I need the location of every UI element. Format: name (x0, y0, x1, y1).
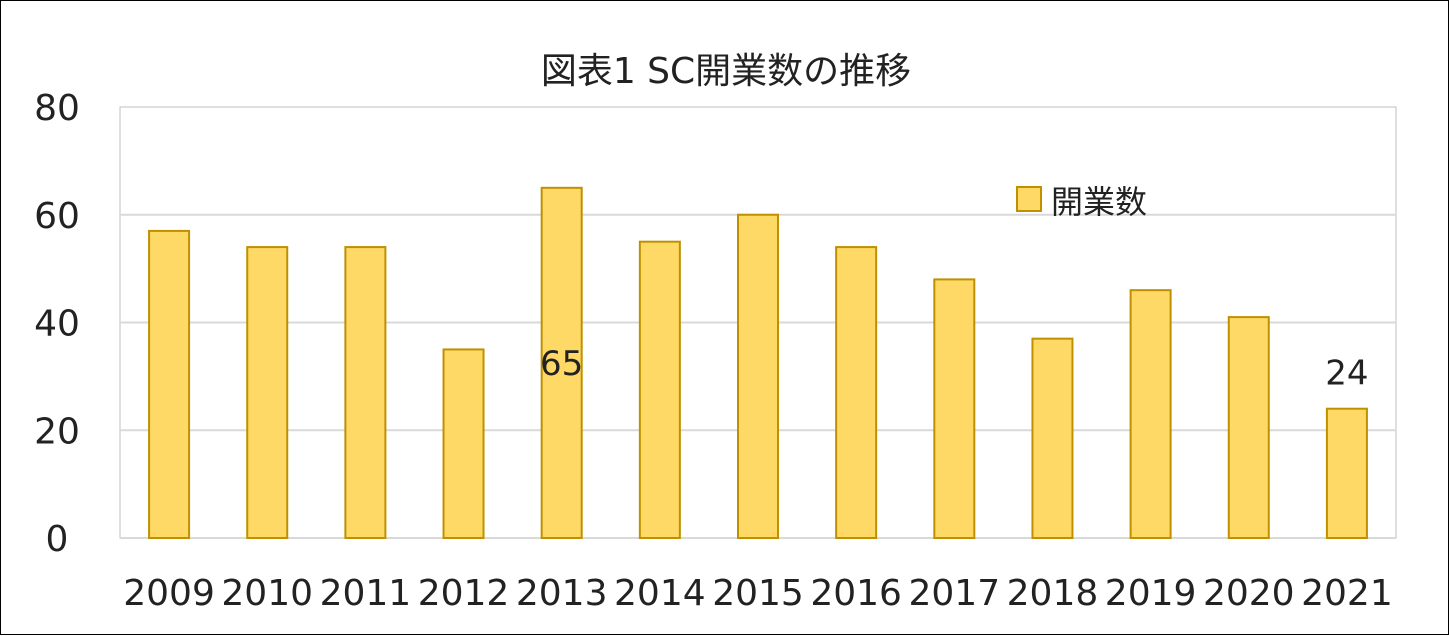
x-tick-label: 2016 (810, 573, 902, 614)
bar-2013 (540, 186, 583, 539)
data-label-2021: 24 (1325, 354, 1368, 394)
x-axis-labels: 2009 2010 2011 2012 2013 2014 2015 2016 2017 2018… (123, 573, 1392, 614)
bar-2012 (442, 348, 485, 539)
x-tick-label: 2014 (614, 573, 706, 614)
y-tick-label: 20 (34, 411, 80, 452)
bar-2021 (1325, 407, 1368, 540)
legend-label: 開業数 (1051, 183, 1147, 221)
bar-2019 (1129, 289, 1172, 539)
x-tick-label: 2015 (712, 573, 804, 614)
chart-title: 図表1 SC開業数の推移 (541, 51, 911, 92)
legend-swatch (1016, 186, 1042, 212)
data-labels: 65 24 (540, 344, 1368, 394)
bar-2016 (835, 246, 878, 539)
y-tick-label: 60 (34, 196, 80, 237)
y-tick-label: 40 (34, 304, 80, 345)
x-tick-label: 2011 (320, 573, 412, 614)
bar-2015 (737, 213, 779, 539)
y-axis-labels: 0 20 40 60 80 (34, 88, 80, 560)
bar-2011 (344, 246, 387, 539)
bar-2017 (933, 278, 976, 539)
data-label-2013: 65 (540, 344, 583, 384)
bar-2014 (638, 240, 681, 539)
x-tick-label: 2010 (221, 573, 313, 614)
bar-2020 (1227, 316, 1270, 539)
x-tick-label: 2021 (1301, 573, 1393, 614)
x-tick-label: 2017 (908, 573, 1000, 614)
x-tick-label: 2009 (123, 573, 215, 614)
y-tick-label: 80 (34, 88, 80, 129)
bar-2010 (246, 246, 289, 539)
legend: 開業数 (1016, 183, 1147, 221)
x-tick-label: 2020 (1203, 573, 1295, 614)
x-tick-label: 2018 (1007, 573, 1099, 614)
bar-2018 (1031, 337, 1074, 539)
bars (148, 186, 1368, 540)
x-tick-label: 2019 (1105, 573, 1197, 614)
x-tick-label: 2013 (516, 573, 608, 614)
bar-2009 (148, 229, 191, 539)
x-tick-label: 2012 (418, 573, 510, 614)
y-tick-label: 0 (46, 519, 69, 560)
